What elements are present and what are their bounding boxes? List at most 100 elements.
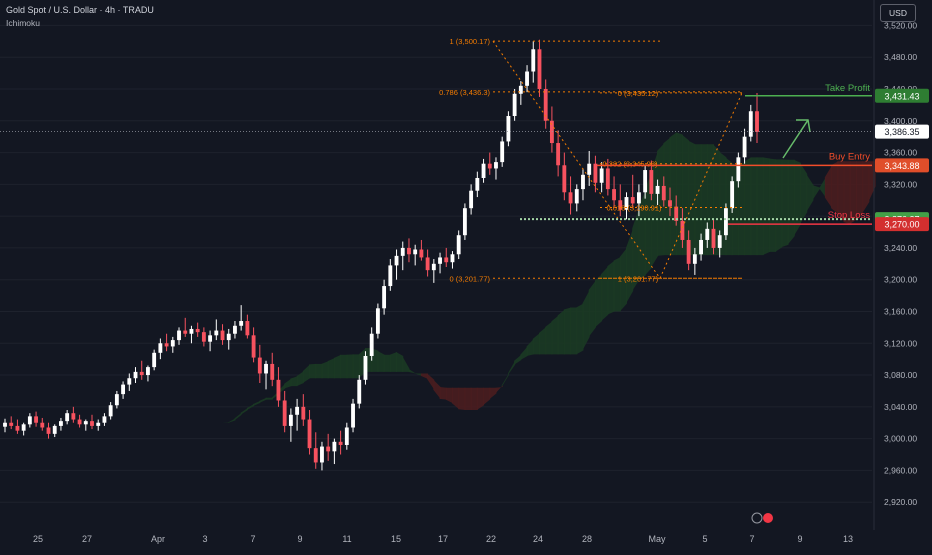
candle-body [463, 208, 467, 235]
cloud-segment [334, 355, 341, 378]
time-tick-label: 27 [82, 534, 92, 544]
cloud-segment [266, 398, 273, 400]
candle-body [680, 221, 684, 240]
candle-body [84, 421, 88, 424]
cloud-segment [781, 159, 788, 247]
price-tick-label: 3,200.00 [884, 275, 917, 285]
cloud-segment [309, 364, 316, 378]
cloud-segment [570, 308, 577, 355]
candle-body [426, 257, 430, 270]
time-tick-label: 11 [342, 534, 351, 544]
candle-body [736, 157, 740, 181]
time-tick-label: 15 [391, 534, 401, 544]
candle-body [134, 372, 138, 378]
candle-body [258, 358, 262, 374]
price-tick-label: 3,480.00 [884, 52, 917, 62]
time-tick-label: 13 [843, 534, 853, 544]
cloud-segment [576, 304, 583, 355]
candle-body [612, 189, 616, 200]
price-tick-label: 3,360.00 [884, 148, 917, 158]
price-tick-label: 3,040.00 [884, 402, 917, 412]
candle-body [146, 367, 150, 375]
candle-body [71, 413, 75, 419]
candle-body [388, 265, 392, 286]
candle-body [320, 447, 324, 463]
candle-body [513, 94, 517, 116]
candle-body [562, 165, 566, 192]
candle-body [432, 264, 436, 270]
candle-body [90, 421, 94, 426]
candle-body [730, 181, 734, 208]
candle-body [233, 326, 237, 334]
candle-body [264, 364, 268, 374]
price-badge-label: 3,431.43 [884, 91, 919, 101]
candle-body [724, 208, 728, 235]
price-tick-label: 3,000.00 [884, 434, 917, 444]
candle-body [649, 170, 653, 194]
cloud-segment [744, 157, 751, 255]
cloud-segment [471, 388, 478, 410]
indicator-legend[interactable]: Ichimoku [6, 18, 40, 28]
time-tick-label: May [648, 534, 666, 544]
candle-body [208, 335, 212, 341]
candle-body [40, 423, 44, 428]
candle-body [202, 332, 206, 342]
cloud-segment [595, 274, 602, 327]
candle-body [631, 197, 635, 203]
candle-body [103, 416, 107, 422]
price-tick-label: 3,080.00 [884, 370, 917, 380]
fib-level-label: 0.786 (3,436.3) [439, 88, 490, 97]
candle-body [53, 426, 57, 434]
price-tick-label: 2,960.00 [884, 465, 917, 475]
candle-body [245, 321, 249, 335]
cloud-segment [390, 352, 397, 372]
currency-selector[interactable]: USD [880, 4, 916, 22]
cloud-segment [589, 280, 596, 336]
candle-body [575, 189, 579, 203]
cloud-segment [464, 388, 471, 410]
price-badge-label: 3,270.00 [884, 220, 919, 230]
candle-body [9, 423, 13, 426]
price-badge-label: 3,386.35 [884, 127, 919, 137]
candle-body [171, 340, 175, 346]
last-price-badge: 3,386.35 [875, 125, 929, 139]
time-tick-label: 5 [702, 534, 707, 544]
price-tick-label: 3,120.00 [884, 338, 917, 348]
cloud-segment [775, 159, 782, 252]
cloud-segment [328, 358, 335, 378]
time-tick-label: 25 [33, 534, 43, 544]
candle-body [127, 378, 131, 384]
price-badge-label: 3,343.88 [884, 161, 919, 171]
candle-body [395, 256, 399, 266]
candle-body [221, 331, 225, 341]
candle-body [177, 331, 181, 341]
candle-body [699, 240, 703, 254]
candle-body [749, 111, 753, 136]
candle-body [687, 240, 691, 264]
candle-body [438, 257, 442, 263]
take-profit-label: Take Profit [825, 83, 870, 94]
candle-body [190, 329, 194, 334]
candle-body [401, 248, 405, 256]
cloud-segment [757, 157, 764, 255]
candle-body [314, 448, 318, 462]
time-tick-label: 22 [486, 534, 496, 544]
symbol-title[interactable]: Gold Spot / U.S. Dollar · 4h · TRADU [6, 5, 154, 15]
cloud-segment [315, 364, 322, 378]
cloud-segment [458, 388, 465, 410]
candle-body [668, 200, 672, 206]
candle-body [718, 235, 722, 248]
stop-loss-label: Stop Loss [828, 210, 870, 221]
candle-body [28, 416, 32, 424]
candle-body [451, 254, 455, 262]
fib-level-label: 0.618 (3,290.91) [606, 203, 662, 212]
candle-body [140, 372, 144, 375]
candle-body [600, 168, 604, 182]
candle-body [3, 423, 7, 427]
candle-body [339, 442, 343, 445]
candle-body [500, 141, 504, 162]
candle-body [59, 421, 63, 426]
candle-body [376, 308, 380, 333]
